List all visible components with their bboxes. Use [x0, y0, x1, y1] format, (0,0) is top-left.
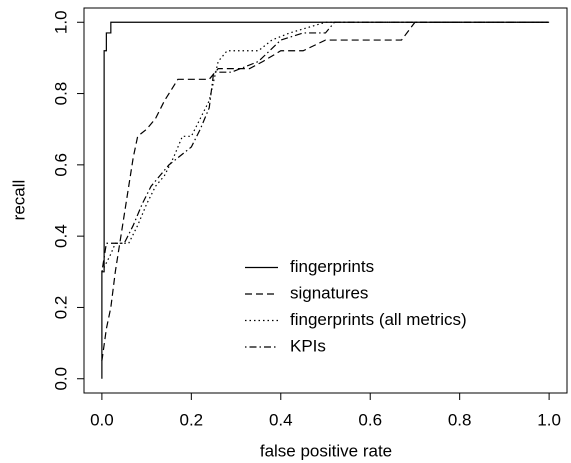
x-tick-label: 0.4 — [269, 410, 293, 429]
line-series — [101, 21, 550, 379]
legend-label: fingerprints — [290, 257, 374, 276]
x-tick-label: 0.6 — [358, 410, 382, 429]
legend-label: signatures — [290, 283, 368, 302]
plot-frame — [83, 7, 568, 394]
y-tick-label: 0.2 — [51, 296, 70, 320]
x-tick-label: 0.0 — [90, 410, 114, 429]
x-tick-label: 0.2 — [180, 410, 204, 429]
y-tick-label: 0.4 — [51, 224, 70, 248]
legend-label: fingerprints (all metrics) — [290, 310, 467, 329]
line-series — [101, 21, 550, 361]
y-axis-label: recall — [9, 180, 28, 221]
x-axis-label: false positive rate — [260, 441, 392, 460]
y-tick-label: 0.8 — [51, 82, 70, 106]
y-tick-label: 0.0 — [51, 367, 70, 391]
y-tick-label: 1.0 — [51, 10, 70, 34]
x-tick-label: 1.0 — [537, 410, 561, 429]
line-series — [101, 21, 550, 273]
x-tick-label: 0.8 — [448, 410, 472, 429]
legend-label: KPIs — [290, 336, 326, 355]
y-tick-label: 0.6 — [51, 153, 70, 177]
line-series — [101, 21, 550, 272]
